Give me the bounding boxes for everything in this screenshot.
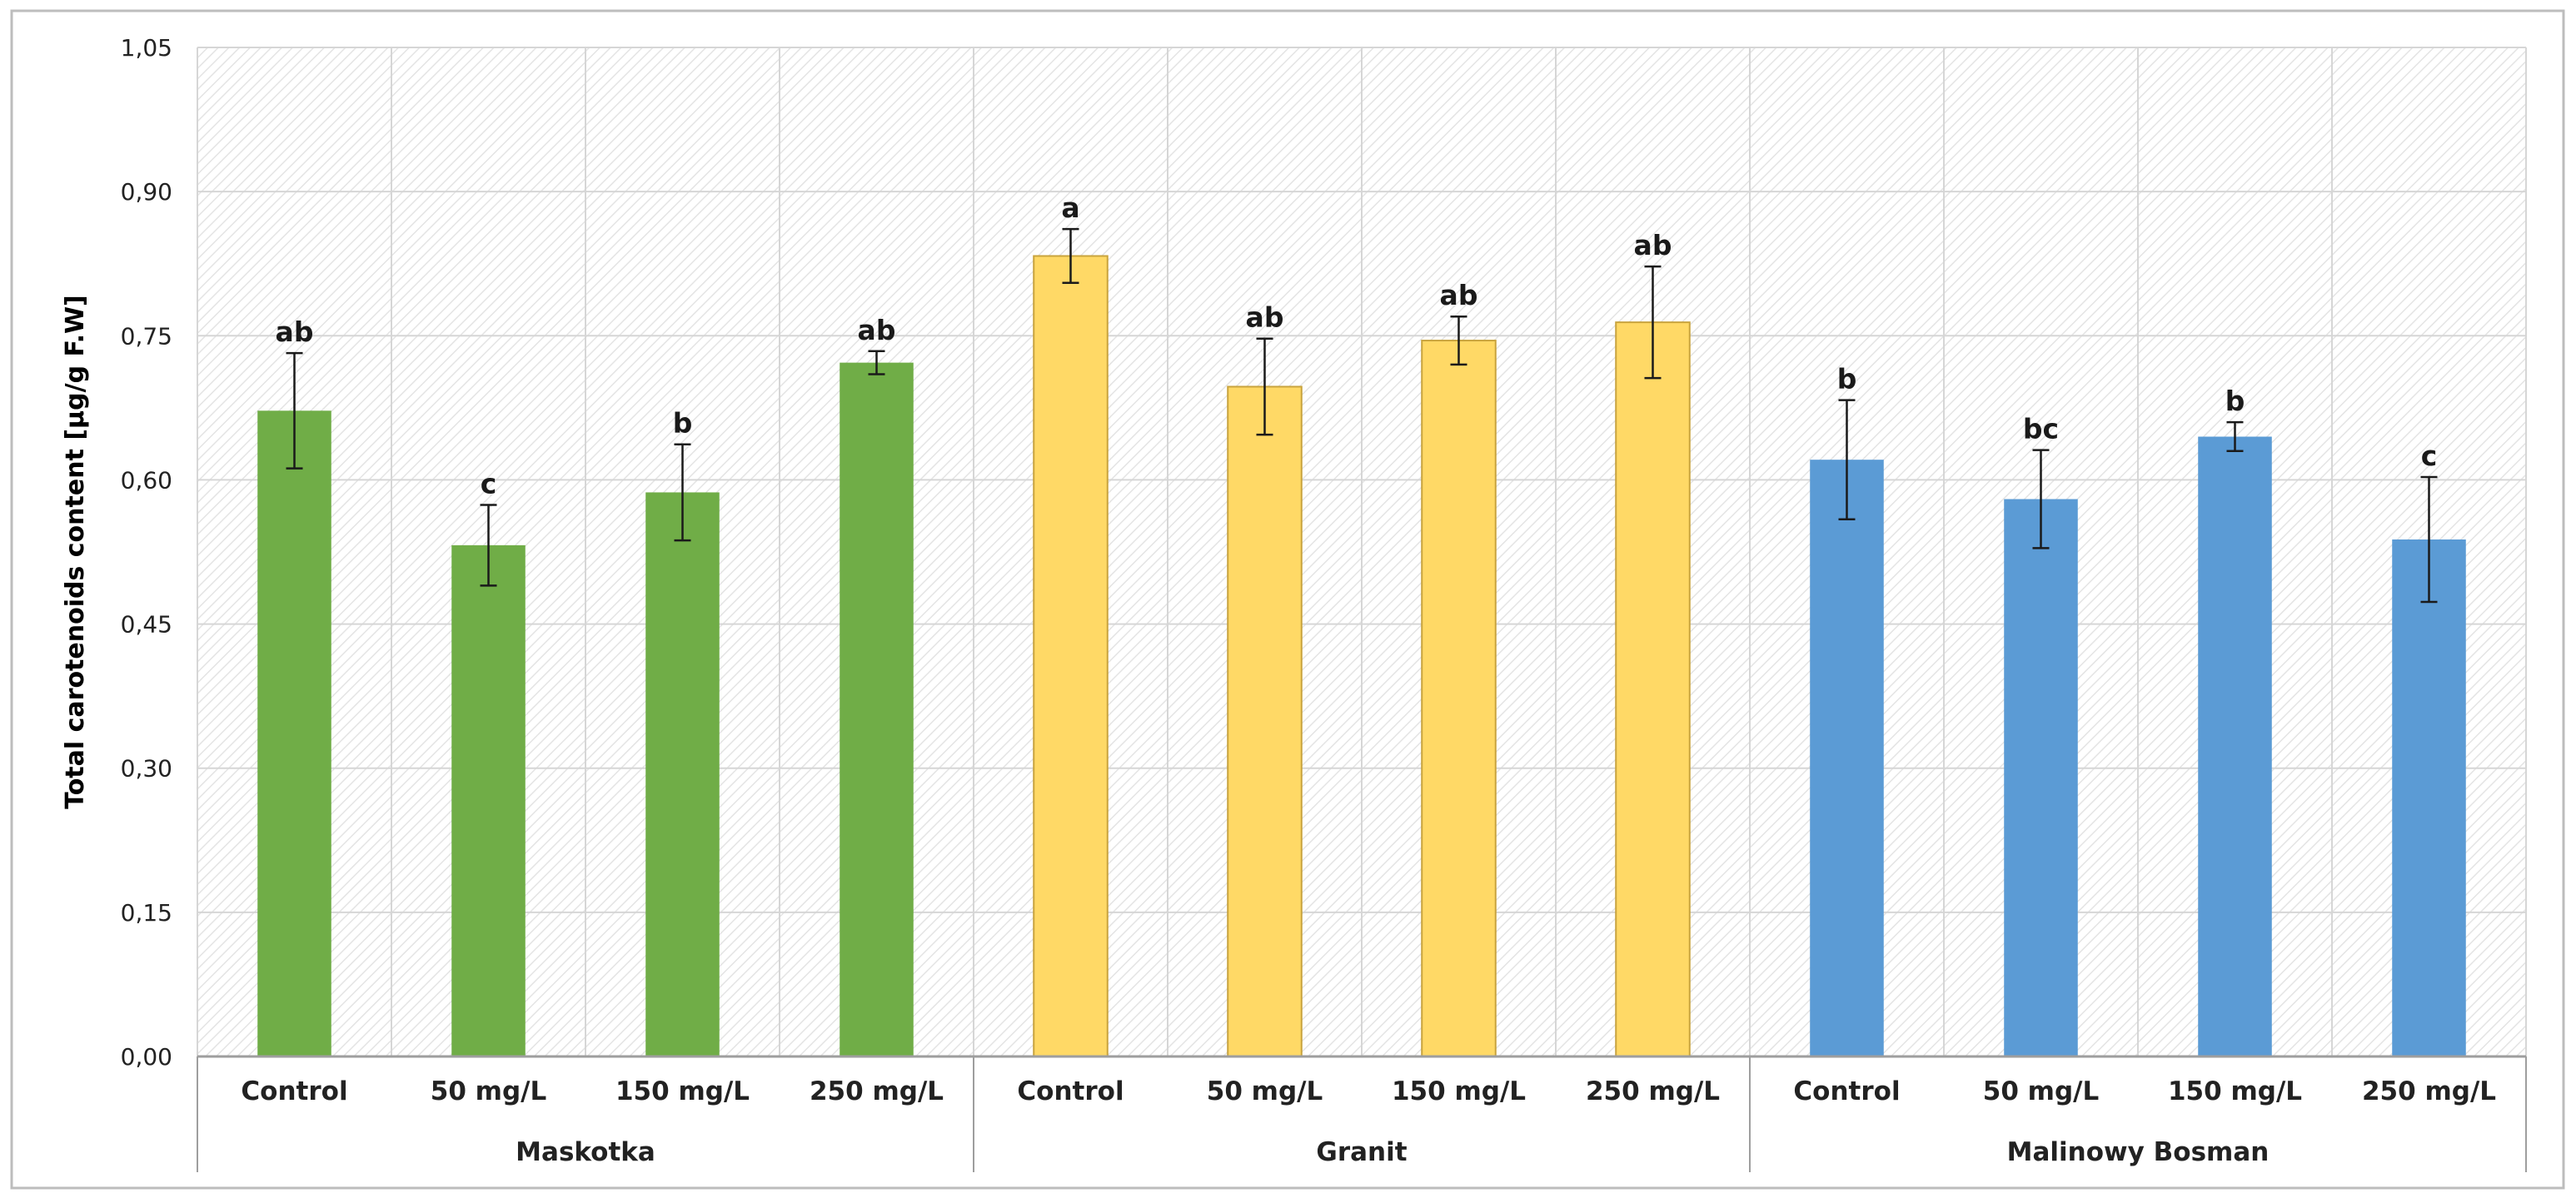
significance-letter: c: [2421, 440, 2438, 472]
bar: [645, 492, 720, 1056]
bar: [1421, 340, 1497, 1057]
bar: [1615, 321, 1691, 1057]
x-tick-label: 250 mg/L: [810, 1076, 944, 1106]
y-tick-label: 0,75: [121, 322, 172, 350]
x-tick-label: 150 mg/L: [615, 1076, 750, 1106]
significance-letter: c: [481, 467, 497, 500]
y-tick-label: 1,05: [121, 34, 172, 62]
significance-letter: b: [673, 407, 693, 440]
x-tick-label: 50 mg/L: [1207, 1076, 1323, 1106]
significance-letter: b: [1837, 363, 1857, 395]
bar: [840, 362, 914, 1056]
bar: [1227, 385, 1303, 1058]
y-tick-label: 0,60: [121, 466, 172, 494]
significance-letter: ab: [276, 316, 314, 348]
x-tick-label: Control: [241, 1076, 347, 1106]
y-tick-label: 0,45: [121, 611, 172, 639]
group-label: Malinowy Bosman: [2007, 1137, 2270, 1167]
bar: [1033, 255, 1109, 1058]
y-axis-title: Total carotenoids content [µg/g F.W]: [61, 295, 90, 809]
x-tick-label: 50 mg/L: [431, 1076, 547, 1106]
x-tick-label: 150 mg/L: [2168, 1076, 2302, 1106]
bar: [451, 544, 526, 1056]
significance-letter: ab: [1634, 229, 1672, 261]
group-label: Granit: [1316, 1137, 1407, 1167]
significance-letter: ab: [1246, 301, 1284, 334]
y-tick-label: 0,30: [121, 755, 172, 783]
significance-letter: bc: [2023, 413, 2059, 445]
x-tick-label: 150 mg/L: [1392, 1076, 1526, 1106]
x-tick-label: 250 mg/L: [2362, 1076, 2496, 1106]
x-tick-label: Control: [1793, 1076, 1900, 1106]
significance-letter: b: [2225, 385, 2245, 417]
significance-letter: ab: [858, 314, 896, 346]
x-tick-label: 250 mg/L: [1586, 1076, 1720, 1106]
significance-letter: a: [1061, 191, 1079, 224]
bar: [1810, 460, 1884, 1056]
significance-letter: ab: [1440, 279, 1478, 311]
bar: [2004, 499, 2078, 1056]
bar: [257, 410, 331, 1056]
y-tick-label: 0,00: [121, 1043, 172, 1071]
y-tick-label: 0,90: [121, 178, 172, 206]
bar: [2392, 539, 2466, 1056]
x-tick-label: Control: [1017, 1076, 1124, 1106]
bar: [2198, 436, 2272, 1056]
y-tick-label: 0,15: [121, 899, 172, 927]
group-label: Maskotka: [516, 1137, 655, 1167]
x-tick-label: 50 mg/L: [1983, 1076, 2100, 1106]
